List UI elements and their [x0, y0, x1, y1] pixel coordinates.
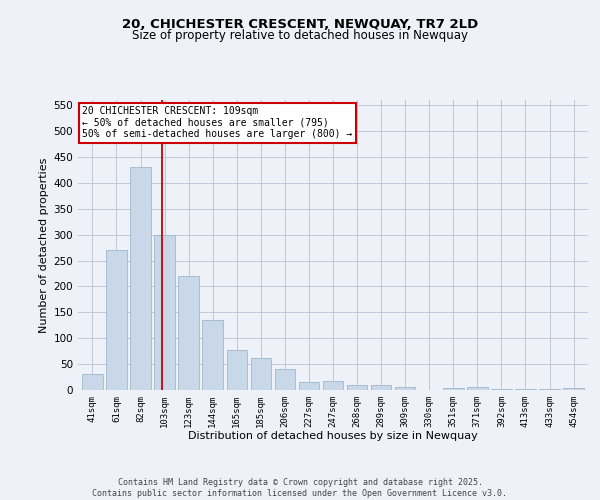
Bar: [347, 385, 367, 390]
Bar: [275, 370, 295, 390]
Y-axis label: Number of detached properties: Number of detached properties: [39, 158, 49, 332]
Bar: [82, 374, 103, 390]
Bar: [154, 234, 175, 390]
Text: 20 CHICHESTER CRESCENT: 109sqm
← 50% of detached houses are smaller (795)
50% of: 20 CHICHESTER CRESCENT: 109sqm ← 50% of …: [82, 106, 353, 140]
Bar: [491, 389, 512, 390]
X-axis label: Distribution of detached houses by size in Newquay: Distribution of detached houses by size …: [188, 432, 478, 442]
Bar: [202, 320, 223, 390]
Bar: [563, 388, 584, 390]
Text: 20, CHICHESTER CRESCENT, NEWQUAY, TR7 2LD: 20, CHICHESTER CRESCENT, NEWQUAY, TR7 2L…: [122, 18, 478, 30]
Bar: [395, 388, 415, 390]
Bar: [251, 358, 271, 390]
Bar: [443, 388, 464, 390]
Bar: [106, 250, 127, 390]
Bar: [227, 350, 247, 390]
Text: Size of property relative to detached houses in Newquay: Size of property relative to detached ho…: [132, 29, 468, 42]
Bar: [467, 388, 488, 390]
Bar: [178, 276, 199, 390]
Bar: [299, 382, 319, 390]
Bar: [323, 381, 343, 390]
Bar: [130, 168, 151, 390]
Text: Contains HM Land Registry data © Crown copyright and database right 2025.
Contai: Contains HM Land Registry data © Crown c…: [92, 478, 508, 498]
Bar: [371, 385, 391, 390]
